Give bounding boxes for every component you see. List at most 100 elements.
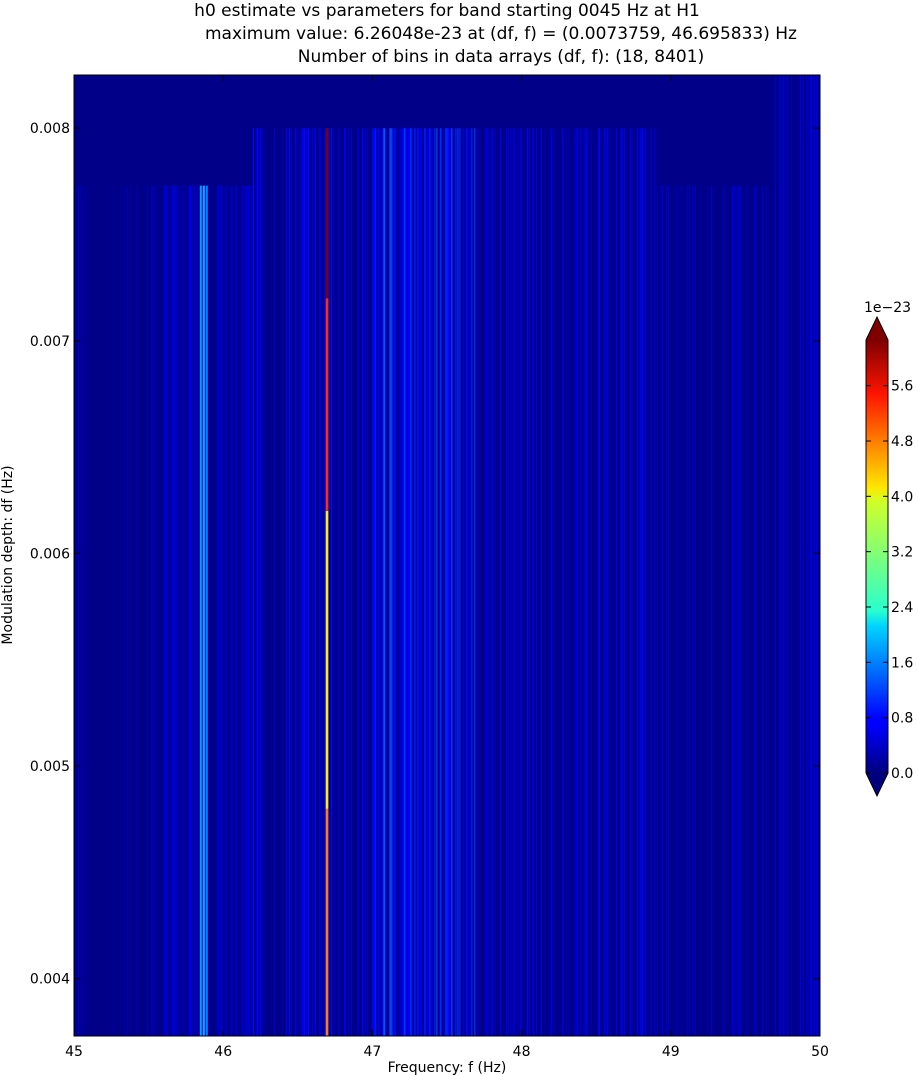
heatmap-column xyxy=(152,185,153,1036)
heatmap-column xyxy=(509,128,511,1036)
heatmap-column xyxy=(165,185,167,1036)
heatmap-column xyxy=(417,128,419,1036)
heatmap-column xyxy=(256,128,257,1036)
heatmap-column xyxy=(623,128,625,1036)
heatmap-column xyxy=(295,128,296,1036)
heatmap-column xyxy=(476,128,478,1036)
heatmap-column xyxy=(259,128,260,1036)
heatmap-column xyxy=(137,185,138,1036)
heatmap-column xyxy=(487,128,489,1036)
heatmap-column xyxy=(314,128,315,1036)
heatmap-column xyxy=(734,185,736,1036)
heatmap-column xyxy=(379,128,381,1036)
heatmap-column xyxy=(307,128,308,1036)
heatmap-column xyxy=(81,185,82,1036)
heatmap-column xyxy=(445,128,447,1036)
heatmap-column xyxy=(324,128,325,1036)
heatmap-column xyxy=(540,128,542,1036)
heatmap-column xyxy=(579,128,581,1036)
heatmap-column xyxy=(573,128,575,1036)
heatmap-column xyxy=(257,128,258,1036)
heatmap-column xyxy=(147,185,148,1036)
heatmap-column xyxy=(339,128,340,1036)
max-value-line xyxy=(325,298,329,511)
heatmap-column xyxy=(164,185,166,1036)
heatmap-column xyxy=(691,185,693,1036)
heatmap-column xyxy=(381,128,383,1036)
heatmap-column xyxy=(357,128,358,1036)
heatmap-column xyxy=(499,128,501,1036)
heatmap-column xyxy=(407,128,409,1036)
heatmap-column xyxy=(249,185,251,1036)
heatmap-column xyxy=(753,185,755,1036)
heatmap-column xyxy=(409,128,411,1036)
heatmap-column xyxy=(630,128,632,1036)
heatmap-column xyxy=(494,128,496,1036)
colorbar-tick-label: 3.2 xyxy=(891,545,913,561)
heatmap-column xyxy=(114,185,115,1036)
heatmap-column xyxy=(465,128,467,1036)
heatmap-column xyxy=(395,128,397,1036)
heatmap-column xyxy=(291,128,292,1036)
heatmap-column xyxy=(775,75,777,1036)
heatmap-column xyxy=(424,128,426,1036)
heatmap-column xyxy=(451,128,453,1036)
heatmap-column xyxy=(392,128,394,1036)
heatmap-column xyxy=(816,75,818,1036)
heatmap-column xyxy=(253,128,254,1036)
heatmap-column xyxy=(528,128,530,1036)
heatmap-column xyxy=(386,128,388,1036)
heatmap-column xyxy=(304,128,305,1036)
heatmap-column xyxy=(188,185,190,1036)
x-tick-label: 48 xyxy=(513,1044,531,1060)
heatmap-column xyxy=(201,185,203,1036)
heatmap-column xyxy=(382,128,384,1036)
y-tick-label: 0.007 xyxy=(30,334,70,350)
heatmap-column xyxy=(466,128,468,1036)
heatmap-column xyxy=(574,128,576,1036)
colorbar-extend-max xyxy=(866,317,888,340)
heatmap-column xyxy=(550,128,552,1036)
heatmap-column xyxy=(783,75,785,1036)
heatmap-column xyxy=(427,128,429,1036)
heatmap-column xyxy=(241,185,243,1036)
heatmap-column xyxy=(319,128,320,1036)
heatmap-column xyxy=(310,128,311,1036)
heatmap-column xyxy=(597,128,599,1036)
heatmap-column xyxy=(692,185,694,1036)
heatmap-column xyxy=(378,128,380,1036)
heatmap-column xyxy=(410,128,412,1036)
heatmap-column xyxy=(529,128,531,1036)
heatmap-column xyxy=(154,185,155,1036)
heatmap-column xyxy=(408,128,410,1036)
heatmap-column xyxy=(661,185,663,1036)
heatmap-column xyxy=(260,128,261,1036)
heatmap-column xyxy=(463,128,465,1036)
heatmap-column xyxy=(712,185,714,1036)
heatmap-column xyxy=(373,128,375,1036)
heatmap-column xyxy=(561,128,563,1036)
heatmap-column xyxy=(620,128,622,1036)
heatmap-column xyxy=(303,128,304,1036)
heatmap-column xyxy=(220,185,222,1036)
heatmap-column xyxy=(512,128,514,1036)
heatmap-column xyxy=(400,128,402,1036)
colorbar-extend-min xyxy=(866,773,888,796)
heatmap-column xyxy=(673,185,675,1036)
chart-title-line: Number of bins in data arrays (df, f): (… xyxy=(298,47,704,67)
heatmap-column xyxy=(87,185,88,1036)
heatmap-column xyxy=(225,185,227,1036)
heatmap-column xyxy=(320,128,321,1036)
heatmap-column xyxy=(415,128,417,1036)
heatmap-column xyxy=(781,75,783,1036)
heatmap-column xyxy=(197,185,199,1036)
heatmap-column xyxy=(694,185,696,1036)
heatmap-column xyxy=(84,185,85,1036)
heatmap-column xyxy=(706,185,708,1036)
heatmap-column xyxy=(301,128,302,1036)
heatmap-column xyxy=(606,128,608,1036)
heatmap-column xyxy=(785,75,787,1036)
heatmap-column xyxy=(608,128,610,1036)
heatmap-column xyxy=(794,75,796,1036)
heatmap-column xyxy=(722,185,724,1036)
